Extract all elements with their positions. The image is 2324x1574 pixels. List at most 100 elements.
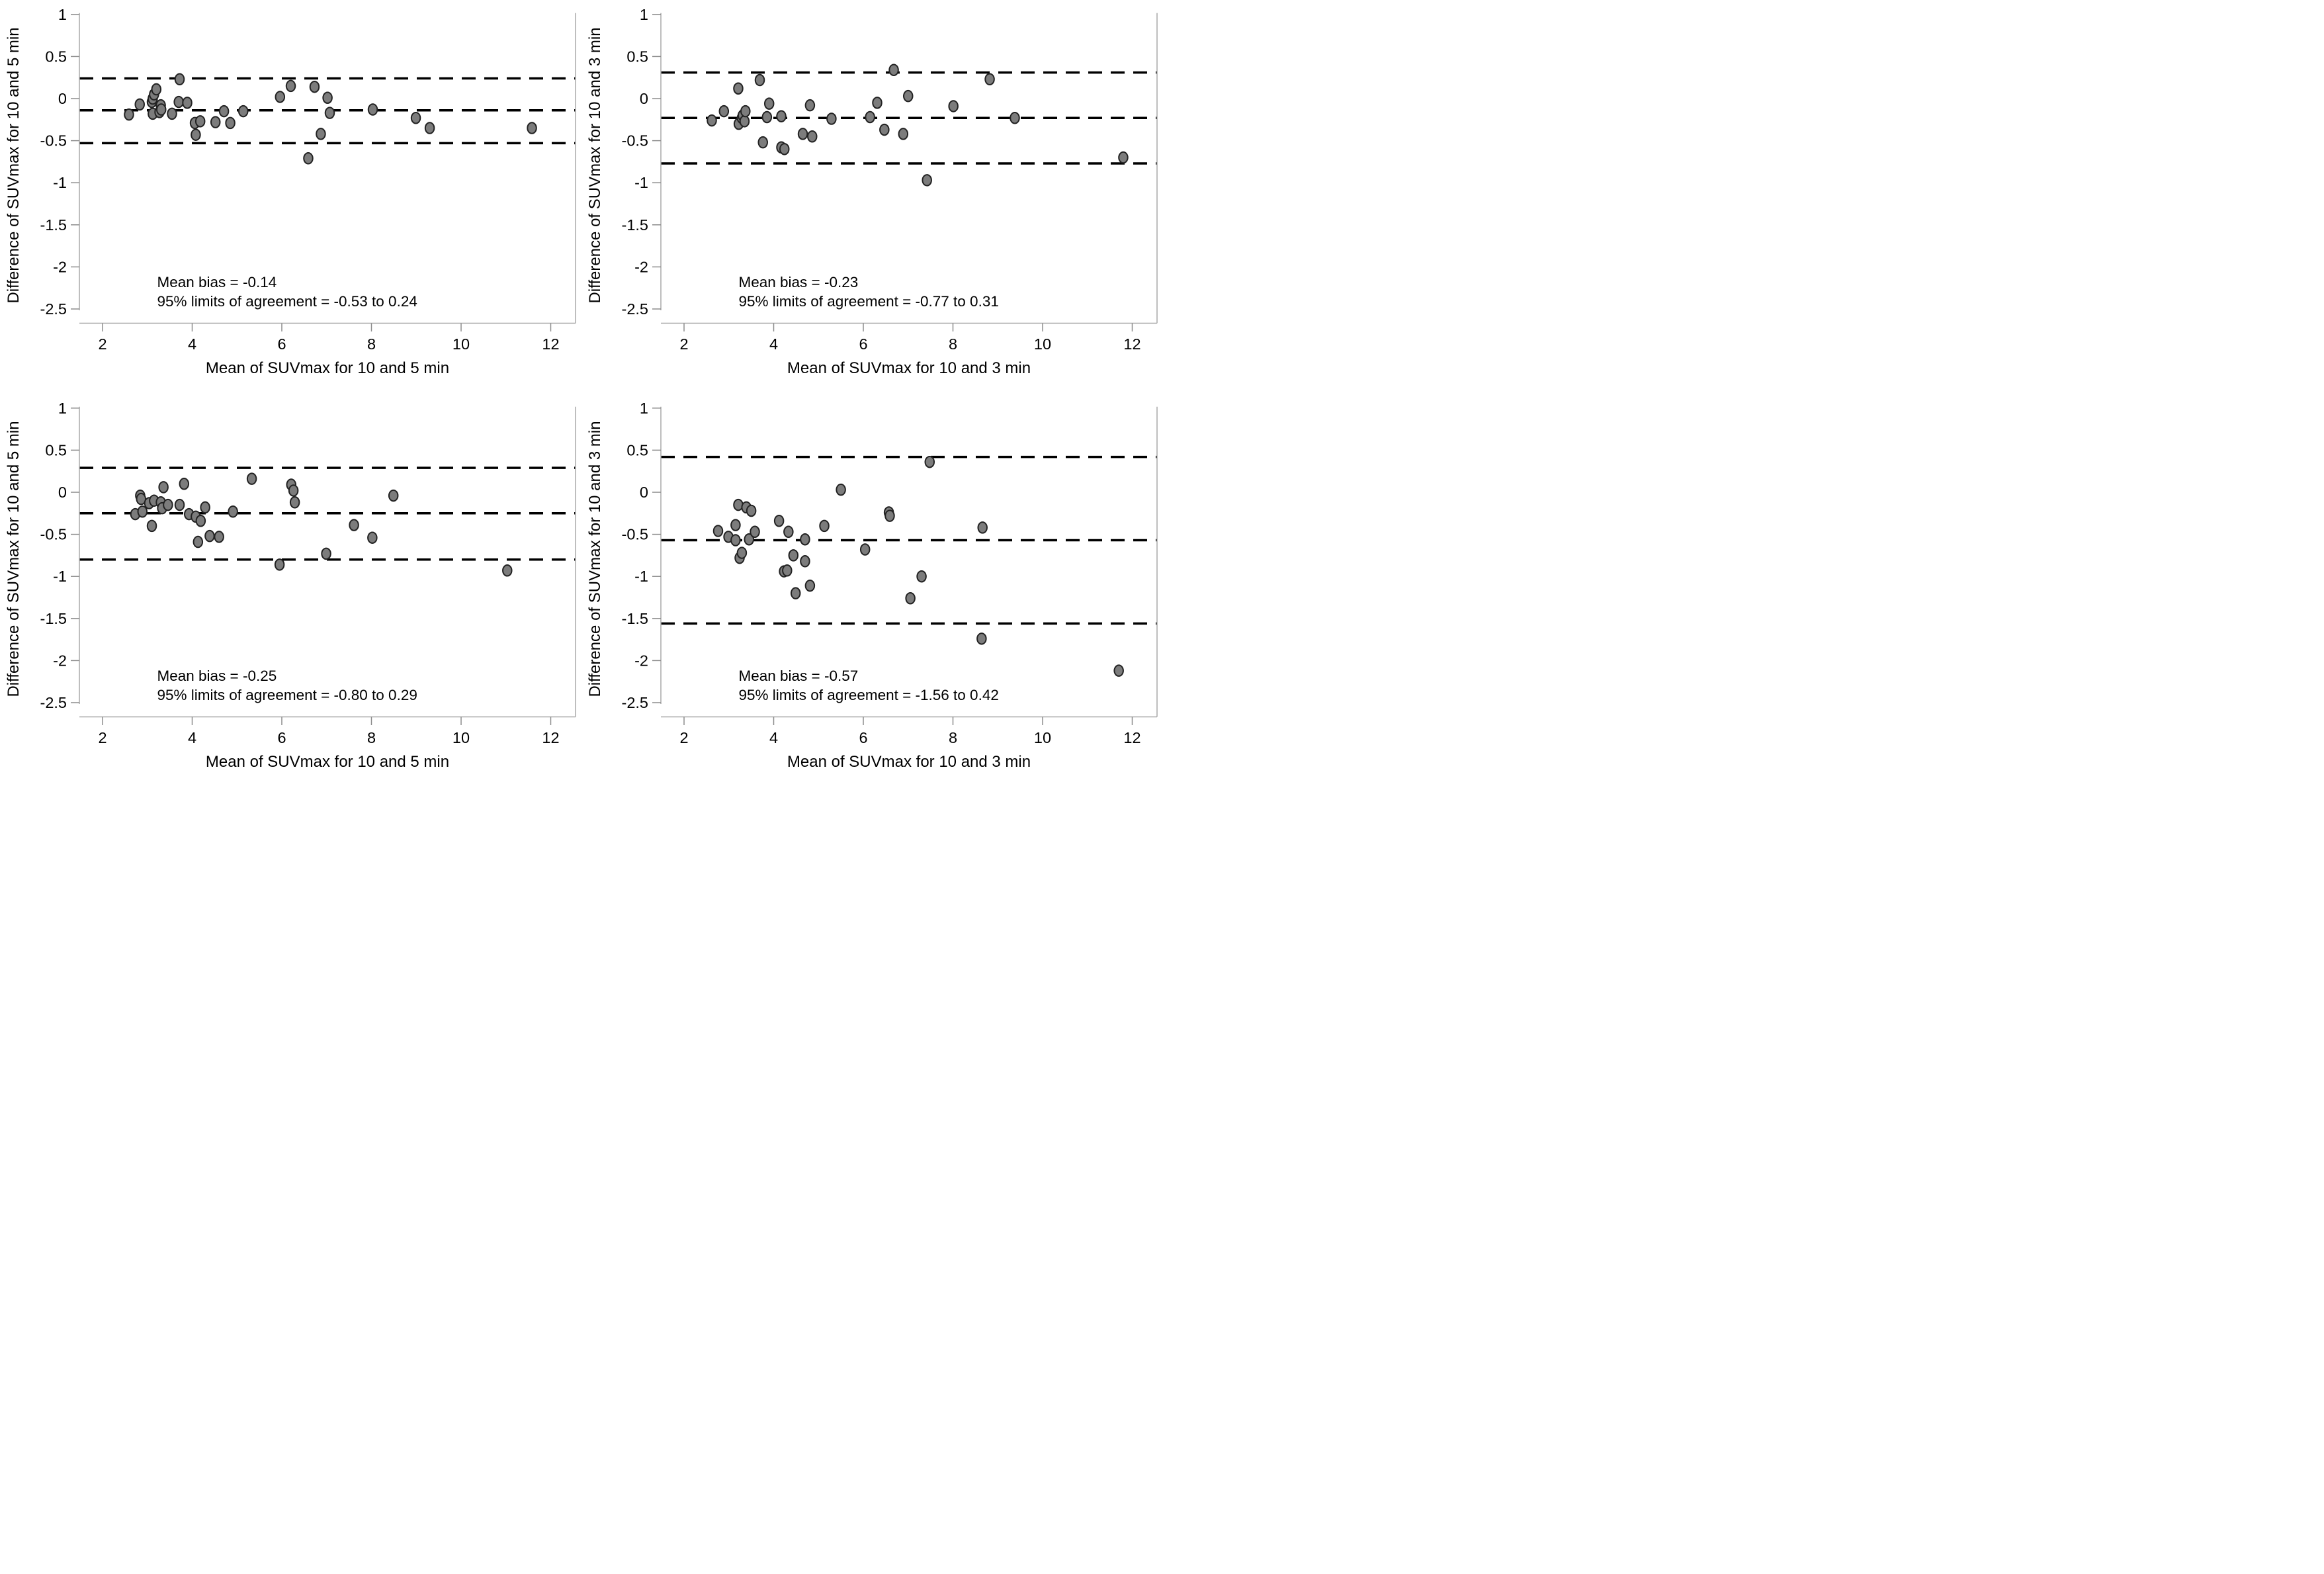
data-point xyxy=(799,533,810,546)
panel-cell-top-right: 1 0.5 0 -0.5 -1 -1.5 -2 -2.5 2 4 6 8 10 12 Mean of SUV… xyxy=(581,0,1163,394)
data-point xyxy=(788,549,798,562)
data-point xyxy=(790,587,800,599)
annotation-mean-bias: Mean bias = -0.23 xyxy=(738,274,858,290)
y-tick-label: 0.5 xyxy=(45,441,67,459)
data-point xyxy=(303,152,314,165)
data-point xyxy=(424,122,435,134)
y-tick-label: 0 xyxy=(58,90,67,107)
data-point xyxy=(349,519,359,531)
x-tick-label: 4 xyxy=(188,729,196,746)
data-point xyxy=(174,73,185,85)
x-tick-label: 12 xyxy=(542,335,559,353)
data-point xyxy=(749,525,760,539)
annotation-loa: 95% limits of agreement = -0.53 to 0.24 xyxy=(157,293,417,310)
data-point xyxy=(274,558,285,571)
data-point xyxy=(783,525,794,539)
x-axis-title: Mean of SUVmax for 10 and 5 min xyxy=(206,359,449,377)
data-point xyxy=(1009,112,1020,124)
data-point xyxy=(146,519,157,533)
data-point xyxy=(757,136,768,149)
data-point xyxy=(156,103,167,116)
data-point xyxy=(732,82,744,95)
x-tick-label: 8 xyxy=(367,729,376,746)
data-point xyxy=(210,116,221,128)
data-point xyxy=(806,130,818,143)
data-point xyxy=(904,592,916,605)
y-tick-label: -1 xyxy=(53,568,67,585)
data-point xyxy=(898,128,908,140)
y-tick-label: 1 xyxy=(58,6,67,23)
data-point xyxy=(984,73,995,85)
data-point xyxy=(976,521,988,534)
y-tick-label: -2 xyxy=(53,258,67,275)
panel-cell-top-left: 1 0.5 0 -0.5 -1 -1.5 -2 -2.5 2 4 6 8 10 12 Mean of SUV… xyxy=(0,0,581,394)
x-axis-title: Mean of SUVmax for 10 and 5 min xyxy=(206,753,449,771)
data-point xyxy=(218,105,230,118)
annotation-mean-bias: Mean bias = -0.14 xyxy=(157,274,277,290)
x-tick-label: 12 xyxy=(542,729,559,746)
y-tick-label: 0 xyxy=(58,484,67,501)
y-tick-label: -2 xyxy=(634,652,648,669)
data-point xyxy=(324,107,335,119)
bland-altman-figure: 1 0.5 0 -0.5 -1 -1.5 -2 -2.5 2 4 6 8 10 12 Mean of SUV… xyxy=(0,0,1162,787)
y-tick-label: -2.5 xyxy=(40,300,67,318)
y-tick-label: 1 xyxy=(639,6,648,23)
y-axis-title: Difference of SUVmax for 10 and 3 min xyxy=(586,27,604,303)
x-tick-label: 10 xyxy=(452,729,470,746)
x-tick-label: 4 xyxy=(188,335,196,353)
data-point xyxy=(316,128,326,140)
x-tick-label: 6 xyxy=(859,335,867,353)
x-tick-label: 2 xyxy=(679,729,688,746)
data-point xyxy=(818,519,830,533)
bland-altman-panel-bottom-right: 1 0.5 0 -0.5 -1 -1.5 -2 -2.5 2 4 6 8 10 12 Mean of SUV… xyxy=(586,400,1158,771)
data-point xyxy=(864,110,875,124)
data-point xyxy=(775,110,787,122)
x-tick-label: 4 xyxy=(769,335,777,353)
data-point xyxy=(884,509,895,522)
data-point xyxy=(527,122,537,134)
data-point xyxy=(195,514,206,527)
data-point xyxy=(712,525,723,537)
x-tick-label: 12 xyxy=(1123,729,1140,746)
data-point xyxy=(739,115,750,128)
data-point xyxy=(781,564,793,577)
data-point xyxy=(921,174,932,187)
y-tick-label: 1 xyxy=(639,400,648,417)
data-point xyxy=(285,79,296,93)
data-point xyxy=(214,531,224,543)
data-point xyxy=(1117,151,1129,164)
data-point xyxy=(804,579,815,592)
y-tick-label: -1.5 xyxy=(621,610,648,627)
data-point xyxy=(916,570,927,583)
y-tick-label: -1.5 xyxy=(40,216,67,234)
y-tick-label: 0.5 xyxy=(45,48,67,65)
data-point xyxy=(163,498,173,511)
y-tick-label: -1 xyxy=(634,568,648,585)
x-tick-label: 6 xyxy=(277,335,286,353)
annotation-mean-bias: Mean bias = -0.57 xyxy=(738,668,858,684)
data-point xyxy=(194,115,206,128)
data-point xyxy=(740,105,751,118)
y-tick-label: -0.5 xyxy=(40,132,67,150)
x-tick-label: 2 xyxy=(98,335,107,353)
annotation-loa: 95% limits of agreement = -1.56 to 0.42 xyxy=(738,687,998,703)
data-point xyxy=(322,91,333,104)
data-point xyxy=(137,505,148,518)
annotation-mean-bias: Mean bias = -0.25 xyxy=(157,668,277,684)
data-point xyxy=(174,498,185,511)
data-point xyxy=(410,112,421,124)
y-tick-label: -1.5 xyxy=(621,216,648,234)
y-tick-label: 0 xyxy=(639,90,648,107)
data-point xyxy=(761,110,772,124)
x-tick-label: 8 xyxy=(948,729,957,746)
x-tick-label: 6 xyxy=(277,729,286,746)
data-point xyxy=(773,514,784,527)
data-point xyxy=(182,97,193,109)
data-point xyxy=(388,489,399,502)
x-axis-title: Mean of SUVmax for 10 and 3 min xyxy=(787,359,1030,377)
bland-altman-panel-bottom-left: 1 0.5 0 -0.5 -1 -1.5 -2 -2.5 2 4 6 8 10 12 Mean of SUV… xyxy=(5,400,576,771)
data-point xyxy=(736,547,747,559)
y-tick-label: -1.5 xyxy=(40,610,67,627)
y-tick-label: -1 xyxy=(634,174,648,191)
data-point xyxy=(754,73,765,87)
